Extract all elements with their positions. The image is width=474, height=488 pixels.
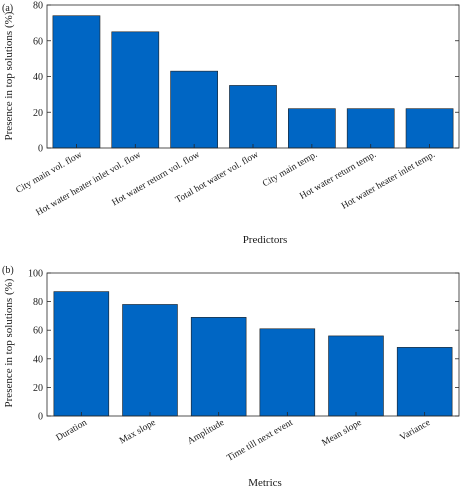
x-tick-label-b-6: Variance	[398, 418, 432, 443]
y-tick-label-b-3: 60	[33, 326, 43, 337]
y-tick-label-b-4: 80	[33, 297, 43, 308]
x-tick-label-a-7: Hot water heater inlet temp.	[340, 150, 437, 212]
bar-a-6	[346, 108, 395, 149]
bar-b-1	[53, 291, 110, 417]
y-tick-label-a-2: 40	[33, 72, 43, 83]
y-axis-title-b: Presence in top solutions (%)	[3, 278, 15, 407]
bar-a-1	[52, 15, 101, 149]
panel-label-a: (a)	[2, 3, 13, 14]
y-tick-label-b-0: 0	[38, 412, 43, 423]
bar-b-5	[328, 335, 384, 417]
bar-b-3	[190, 317, 247, 417]
x-tick-label-a-5: City main temp.	[261, 150, 319, 189]
bar-b-4	[259, 328, 316, 417]
x-axis-title-a: Predictors	[243, 234, 288, 246]
x-tick-label-b-3: Amplitude	[186, 418, 226, 447]
x-axis-title-b: Metrics	[248, 477, 282, 488]
y-tick-label-a-0: 0	[38, 144, 43, 155]
x-tick-label-b-2: Max slope	[118, 418, 158, 447]
x-tick-label-b-1: Duration	[55, 418, 89, 444]
panel-label-b: (b)	[2, 265, 14, 276]
x-tick-label-b-4: Time till next event	[225, 418, 295, 464]
bar-b-2	[122, 304, 178, 417]
bar-a-2	[111, 31, 160, 149]
y-tick-label-b-5: 100	[28, 269, 43, 280]
bar-a-4	[229, 85, 277, 149]
x-tick-label-a-2: Hot water heater inlet vol. flow	[34, 149, 143, 218]
y-tick-label-b-2: 40	[33, 354, 43, 365]
bar-a-5	[288, 108, 336, 149]
bar-a-3	[170, 70, 218, 149]
bar-b-6	[396, 347, 453, 417]
axes-frame-b	[46, 272, 460, 417]
y-tick-label-a-1: 20	[33, 108, 43, 119]
y-tick-label-a-4: 80	[33, 1, 43, 12]
y-axis-title-a: Presence in top solutions (%)	[3, 11, 15, 140]
y-tick-label-a-3: 60	[33, 36, 43, 47]
chart-panel-a: (a) Presence in top solutions (%) Predic…	[2, 1, 460, 246]
chart-panel-b: (b) Presence in top solutions (%) Metric…	[2, 265, 460, 488]
x-tick-label-b-5: Mean slope	[320, 418, 363, 449]
y-tick-label-b-1: 20	[33, 383, 43, 394]
bar-a-7	[405, 108, 454, 149]
